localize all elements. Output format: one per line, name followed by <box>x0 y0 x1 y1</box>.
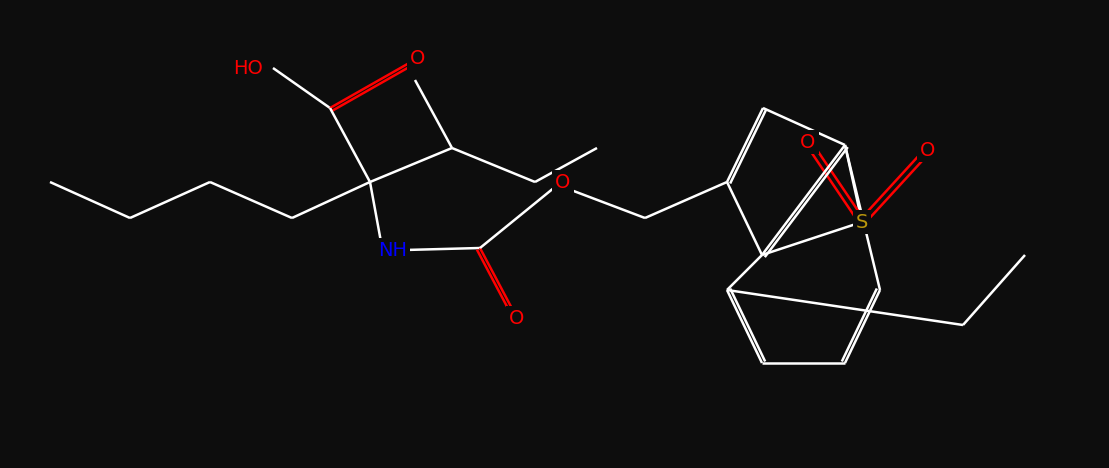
Text: HO: HO <box>233 58 263 78</box>
Text: O: O <box>801 132 816 152</box>
Text: O: O <box>410 49 426 67</box>
Text: S: S <box>856 212 868 232</box>
Text: O: O <box>920 140 936 160</box>
Text: NH: NH <box>378 241 407 259</box>
Text: O: O <box>509 308 525 328</box>
Text: O: O <box>556 173 571 191</box>
